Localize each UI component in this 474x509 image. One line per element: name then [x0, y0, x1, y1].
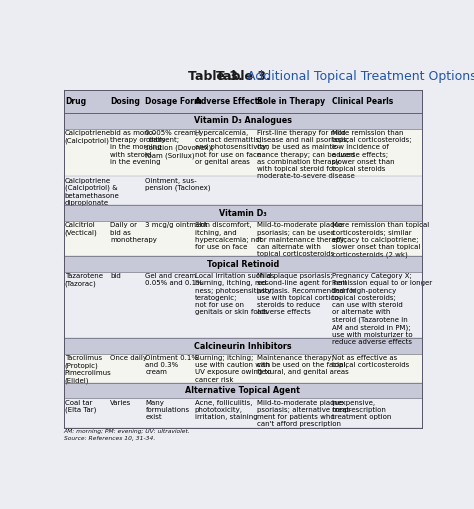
Text: Tazarotene
(Tazorac): Tazarotene (Tazorac) — [65, 273, 103, 287]
Text: Calcipotriene
(Calcipotriol): Calcipotriene (Calcipotriol) — [65, 130, 111, 144]
Text: Adverse Effects: Adverse Effects — [194, 97, 262, 106]
Text: Dosage Form: Dosage Form — [146, 97, 202, 106]
Text: Burning; itching;
use with caution with
UV exposure owing to
cancer risk: Burning; itching; use with caution with … — [194, 355, 271, 383]
Bar — [64, 113, 422, 129]
Text: Clinical Pearls: Clinical Pearls — [332, 97, 393, 106]
Text: Hypercalcemia,
contact dermatitis,
and photosensitivity;
not for use on face
or : Hypercalcemia, contact dermatitis, and p… — [194, 130, 268, 165]
Text: Vitamin D₃ Analogues: Vitamin D₃ Analogues — [194, 117, 292, 125]
Bar — [64, 129, 422, 177]
Text: Many
formulations
exist: Many formulations exist — [146, 400, 190, 420]
Text: 3 mcg/g ointment: 3 mcg/g ointment — [146, 222, 208, 228]
Bar — [64, 221, 422, 257]
Text: First-line therapy for mild
disease and nail psoriasis;
can be used as mainte-
n: First-line therapy for mild disease and … — [257, 130, 355, 180]
Text: Calcipotriene
(Calcipotriol) &
betamethasone
dipropionate: Calcipotriene (Calcipotriol) & betametha… — [65, 178, 119, 206]
Text: Mild-to-moderate plaque
psoriasis; alternative treat-
ment for patients who
can': Mild-to-moderate plaque psoriasis; alter… — [257, 400, 352, 428]
Bar — [64, 354, 422, 383]
Text: Topical Retinoid: Topical Retinoid — [207, 260, 279, 269]
Text: Drug: Drug — [65, 97, 86, 106]
Text: AM: morning; PM: evening; UV: ultraviolet.
Source: References 10, 31-34.: AM: morning; PM: evening; UV: ultraviole… — [64, 430, 191, 441]
Text: Local irritation such as
burning, itching, red-
ness; photosensitivity;
teratoge: Local irritation such as burning, itchin… — [194, 273, 274, 316]
Text: Ointment 0.1%
and 0.3%
cream: Ointment 0.1% and 0.3% cream — [146, 355, 199, 376]
Text: Calcitriol
(Vectical): Calcitriol (Vectical) — [65, 222, 98, 236]
Text: Dosing: Dosing — [110, 97, 140, 106]
Text: Once daily: Once daily — [110, 355, 147, 361]
Text: Pregnancy Category X;
Remission equal to or longer
than high-potency
topical cos: Pregnancy Category X; Remission equal to… — [332, 273, 432, 346]
Text: Additional Topical Treatment Options: Additional Topical Treatment Options — [243, 70, 474, 82]
Text: Vitamin D₃: Vitamin D₃ — [219, 209, 267, 218]
Text: Coal tar
(Elta Tar): Coal tar (Elta Tar) — [65, 400, 96, 413]
Text: Inexpensive,
nonprescription
treatment option: Inexpensive, nonprescription treatment o… — [332, 400, 391, 420]
Bar — [64, 383, 422, 399]
Bar — [64, 257, 422, 272]
Text: More remission than
topical corticosteroids;
low incidence of
adverse effects;
s: More remission than topical corticostero… — [332, 130, 411, 172]
Text: Table 3.: Table 3. — [188, 70, 243, 82]
Text: Skin discomfort,
itching, and
hypercalcemia; not
for use on face: Skin discomfort, itching, and hypercalce… — [194, 222, 262, 250]
Text: Calcineurin Inhibitors: Calcineurin Inhibitors — [194, 342, 292, 351]
Text: Not as effective as
topical corticosteroids: Not as effective as topical corticostero… — [332, 355, 409, 368]
Text: Role in Therapy: Role in Therapy — [257, 97, 326, 106]
Text: Maintenance therapy;
can be used on the facial,
flexural, and genital areas: Maintenance therapy; can be used on the … — [257, 355, 349, 376]
Bar — [64, 206, 422, 221]
Text: Daily or
bid as
monotherapy: Daily or bid as monotherapy — [110, 222, 157, 243]
Text: Table 3.: Table 3. — [216, 70, 270, 82]
Text: Acne, folliculitis,
phototoxicity,
irritation, staining: Acne, folliculitis, phototoxicity, irrit… — [194, 400, 257, 420]
Text: Alternative Topical Agent: Alternative Topical Agent — [185, 386, 301, 395]
Text: More remission than topical
corticosteroids; similar
efficacy to calcipotriene;
: More remission than topical corticostero… — [332, 222, 429, 258]
Text: bid as mono-
therapy or daily
in the morning
with steroid
in the evening: bid as mono- therapy or daily in the mor… — [110, 130, 166, 165]
Text: Varies: Varies — [110, 400, 132, 406]
Text: Mild plaque psoriasis;
second-line agent for nail
psoriasis. Recommended for
use: Mild plaque psoriasis; second-line agent… — [257, 273, 356, 316]
Text: 0.005% cream,
ointment;
solution (Dovonex);
foam (Sorilux): 0.005% cream, ointment; solution (Dovone… — [146, 130, 214, 159]
Bar — [64, 399, 422, 428]
Text: Tacrolimus
(Protopic)
Pimecrolimus
(Elidel): Tacrolimus (Protopic) Pimecrolimus (Elid… — [65, 355, 111, 384]
Bar — [64, 91, 422, 113]
Bar — [64, 272, 422, 338]
Text: Ointment, sus-
pension (Taclonex): Ointment, sus- pension (Taclonex) — [146, 178, 211, 191]
Bar — [64, 338, 422, 354]
Text: Gel and cream
0.05% and 0.1%: Gel and cream 0.05% and 0.1% — [146, 273, 203, 287]
Bar — [64, 177, 422, 206]
Text: bid: bid — [110, 273, 121, 279]
Text: Mild-to-moderate plaque
psoriasis; can be used
for maintenance therapy;
can alte: Mild-to-moderate plaque psoriasis; can b… — [257, 222, 347, 257]
